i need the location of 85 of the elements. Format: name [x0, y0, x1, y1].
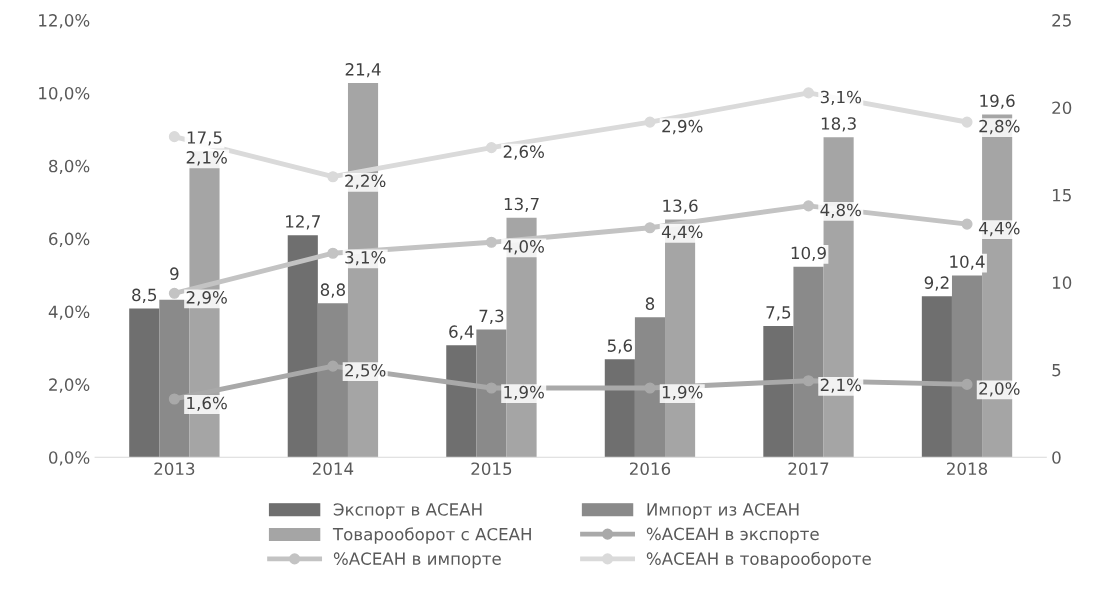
point: [961, 378, 973, 390]
annotation: 4,8%: [820, 203, 862, 218]
point: [644, 222, 656, 234]
annotation: 3,1%: [820, 90, 862, 106]
point: [168, 131, 180, 143]
point: [644, 116, 656, 128]
x-tick-label: 2018: [947, 462, 988, 476]
point: [961, 218, 973, 230]
legend-label: Экспорт в АСЕАН: [333, 503, 482, 519]
data-label: 10,9: [791, 246, 826, 261]
data-label: 9: [170, 267, 179, 280]
point: [485, 382, 497, 394]
y2-tick-label: 25: [1052, 14, 1071, 27]
data-label: 21,4: [345, 63, 381, 78]
bar: [921, 296, 952, 458]
y-tick-label: 0,0%: [49, 451, 90, 466]
y2-tick-label: 10: [1052, 276, 1072, 289]
legend-label: %АСЕАН в импорте: [333, 552, 501, 569]
y2-tick-label: 0: [1052, 451, 1061, 464]
annotation: 2,1%: [186, 151, 227, 166]
bar: [604, 359, 635, 458]
data-label: 9,2: [924, 276, 949, 291]
data-label: 18,3: [821, 117, 856, 132]
y-tick-label: 10,0%: [39, 86, 90, 102]
annotation: 4,0%: [503, 240, 544, 255]
data-label: 12,7: [286, 215, 320, 230]
x-tick-label: 2016: [629, 462, 671, 476]
x-tick-label: 2017: [788, 462, 829, 476]
annotation: 3,1%: [345, 251, 386, 266]
data-label: 7,3: [479, 309, 504, 324]
data-label: 8,8: [320, 283, 346, 298]
data-label: 2,0%: [979, 382, 1020, 397]
data-label: 8,5: [132, 288, 157, 303]
point: [485, 142, 497, 154]
data-label: 2,1%: [820, 378, 862, 393]
data-label: 7,5: [766, 306, 791, 321]
annotation: 4,4%: [978, 221, 1020, 237]
legend-label: %АСЕАН в экспорте: [646, 527, 819, 544]
bar: [446, 345, 477, 458]
annotation: 2,9%: [662, 119, 703, 135]
data-label: 2,5%: [345, 363, 386, 379]
legend-label: Импорт из АСЕАН: [647, 503, 799, 519]
bar: [763, 326, 794, 458]
data-label: 13,7: [504, 197, 539, 212]
x-tick-label: 2014: [312, 462, 354, 476]
annotation: 2,6%: [503, 145, 544, 160]
x-tick-label: 2013: [154, 462, 195, 476]
data-label: 5,6: [607, 339, 633, 354]
data-label: 13,6: [663, 199, 698, 214]
y-tick-label: 6,0%: [49, 232, 90, 247]
point: [168, 287, 180, 299]
legend-label: Товарооборот с АСЕАН: [332, 527, 531, 544]
x-tick-label: 2015: [471, 462, 512, 476]
data-label: 19,6: [980, 94, 1015, 109]
bar: [129, 308, 160, 458]
data-label: 1,9%: [662, 385, 703, 401]
point: [802, 87, 815, 99]
y-tick-label: 12,0%: [39, 14, 90, 29]
data-label: 17,5: [187, 131, 222, 146]
data-label: 1,6%: [187, 396, 227, 412]
data-label: 10,4: [950, 255, 985, 270]
point: [802, 375, 815, 387]
point: [327, 171, 339, 183]
annotation: 2,8%: [979, 119, 1020, 135]
annotation: 2,9%: [186, 291, 227, 306]
point: [961, 116, 973, 128]
annotation: 4,4%: [661, 225, 703, 240]
point: [168, 393, 180, 405]
y-tick-label: 4,0%: [48, 305, 90, 320]
data-label: 1,9%: [504, 385, 544, 401]
point: [327, 360, 339, 372]
y-tick-label: 8,0%: [49, 159, 90, 175]
point: [485, 236, 497, 248]
legend-label: %АСЕАН в товарообороте: [646, 551, 871, 569]
y2-tick-label: 15: [1052, 189, 1071, 202]
y-tick-label: 2,0%: [49, 378, 90, 393]
y2-tick-label: 20: [1052, 101, 1072, 115]
y2-tick-label: 5: [1052, 363, 1061, 377]
data-label: 8: [645, 297, 655, 310]
point: [644, 382, 656, 394]
point: [802, 200, 815, 212]
annotation: 2,2%: [345, 174, 386, 189]
point: [327, 247, 339, 259]
data-label: 6,4: [449, 325, 474, 340]
bar: [287, 235, 318, 458]
